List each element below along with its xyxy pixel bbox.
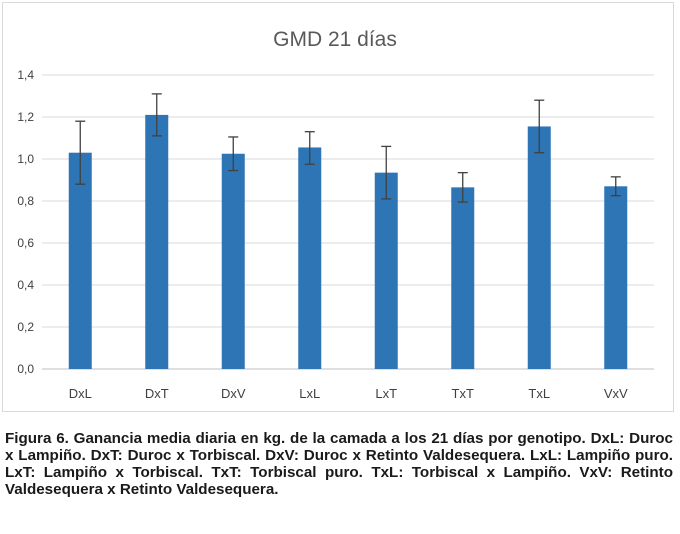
bar-DxL	[68, 152, 92, 369]
bar-DxT	[145, 114, 169, 370]
bar-VxV	[604, 186, 628, 369]
y-tick-label: 1,0	[17, 152, 34, 166]
x-tick-label-LxT: LxT	[375, 386, 397, 401]
x-tick-label-LxL: LxL	[299, 386, 320, 401]
figure-caption: Figura 6. Ganancia media diaria en kg. d…	[5, 430, 673, 498]
y-tick-label: 0,2	[17, 320, 34, 334]
chart-frame	[2, 2, 674, 412]
x-tick-label-TxT: TxT	[452, 386, 474, 401]
y-tick-label: 0,6	[17, 236, 34, 250]
y-tick-label: 0,0	[17, 362, 34, 376]
bar-LxL	[298, 147, 322, 369]
x-tick-label-DxV: DxV	[221, 386, 246, 401]
x-tick-label-DxT: DxT	[145, 386, 169, 401]
bar-DxV	[221, 153, 245, 369]
y-tick-label: 0,8	[17, 194, 34, 208]
y-tick-label: 0,4	[17, 278, 34, 292]
bar-LxT	[374, 172, 398, 369]
bar-chart: GMD 21 días 0,0 0,2 0,4 0,6 0,8 1,0 1,2 1,4 DxL Dx…	[17, 28, 654, 401]
x-tick-label-VxV: VxV	[604, 386, 628, 401]
bar-TxL	[527, 126, 551, 369]
x-tick-label-TxL: TxL	[528, 386, 550, 401]
x-tick-label-DxL: DxL	[69, 386, 92, 401]
chart-title: GMD 21 días	[273, 28, 397, 51]
y-tick-label: 1,4	[17, 68, 34, 82]
y-tick-label: 1,2	[17, 110, 34, 124]
bar-TxT	[451, 187, 475, 369]
